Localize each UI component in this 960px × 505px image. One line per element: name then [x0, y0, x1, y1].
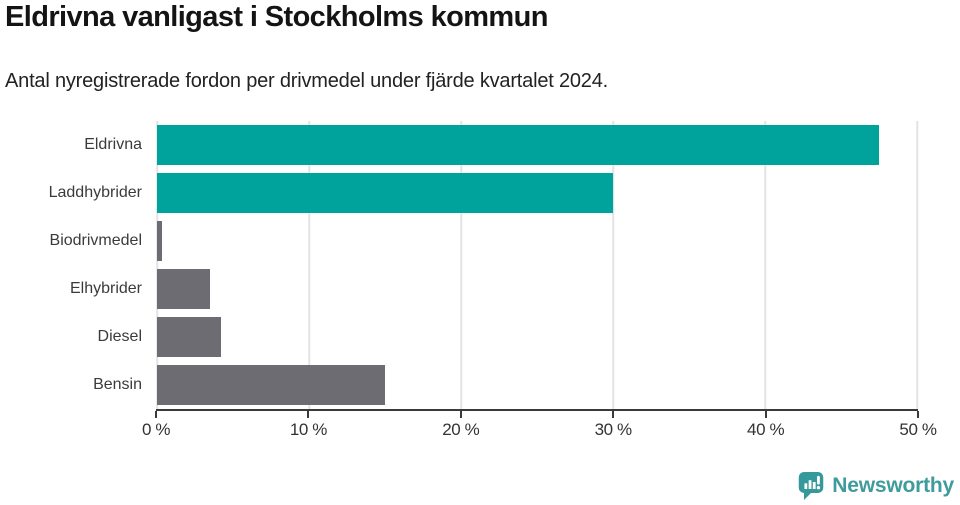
x-tick-mark — [612, 411, 615, 418]
x-tick-mark — [155, 411, 157, 418]
y-axis-category-labels: Eldrivna Laddhybrider Biodrivmedel Elhybrid… — [0, 121, 142, 409]
category-label: Biodrivmedel — [49, 232, 142, 249]
category-label: Eldrivna — [84, 136, 142, 153]
bar-chart-speech-bubble-icon — [797, 470, 825, 501]
bar-elhybrider — [157, 269, 211, 309]
x-tick-mark — [917, 411, 919, 418]
x-tick-mark — [764, 411, 767, 418]
x-tick-label: 0 % — [141, 420, 171, 439]
gridline — [916, 121, 918, 409]
brand-name: Newsworthy — [832, 473, 954, 497]
bar-biodrivmedel — [157, 221, 162, 261]
x-tick-mark — [459, 411, 462, 418]
newsworthy-logo: Newsworthy — [797, 470, 954, 501]
chart-subtitle: Antal nyregistrerade fordon per drivmede… — [5, 70, 609, 92]
plot-area — [156, 121, 918, 409]
bar-row — [157, 313, 917, 361]
category-label: Diesel — [97, 328, 142, 345]
gridline — [308, 121, 310, 409]
gridline — [156, 121, 158, 409]
x-tick-label: 30 % — [594, 420, 633, 439]
gridline — [460, 121, 462, 409]
x-tick-label: 40 % — [747, 420, 785, 439]
bar-eldrivna — [157, 125, 879, 165]
gridline — [764, 121, 766, 409]
bar-row — [157, 121, 917, 169]
gridline — [612, 121, 614, 409]
bar-row — [157, 217, 917, 265]
bar-bensin — [157, 365, 385, 405]
bar-diesel — [157, 317, 221, 357]
category-label: Elhybrider — [69, 280, 142, 297]
bar-row — [157, 265, 917, 313]
category-label: Bensin — [93, 376, 142, 393]
chart-title: Eldrivna vanligast i Stockholms kommun — [5, 1, 548, 33]
category-label: Laddhybrider — [48, 184, 142, 201]
x-tick-mark — [307, 411, 310, 418]
x-tick-label: 10 % — [289, 420, 328, 439]
x-axis: 0 % 10 % 20 % 30 % 40 % 50 % — [142, 409, 937, 451]
bar-row — [157, 169, 917, 217]
x-tick-label: 20 % — [442, 420, 480, 439]
bar-laddhybrider — [157, 173, 613, 213]
bar-row — [157, 361, 917, 409]
x-tick-label: 50 % — [899, 420, 937, 439]
